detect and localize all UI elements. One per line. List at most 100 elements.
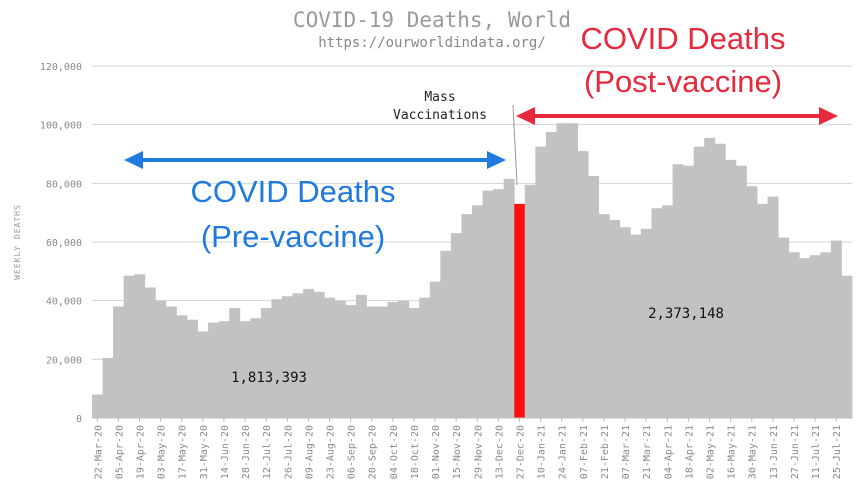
x-tick-label: 27-Jun-21	[790, 425, 801, 479]
pre-vaccine-total: 1,813,393	[231, 370, 307, 386]
post-vaccine-label-line1: COVID Deaths	[580, 21, 785, 56]
x-tick-label: 18-Oct-20	[410, 425, 421, 479]
x-tick-label: 22-Mar-20	[93, 425, 104, 479]
bar	[588, 176, 600, 418]
bar	[113, 306, 125, 418]
y-tick-label: 40,000	[46, 297, 82, 308]
x-tick-label: 21-Feb-21	[600, 425, 611, 479]
bar	[313, 291, 325, 418]
post-vaccine-label-line2: (Post-vaccine)	[584, 64, 782, 99]
bar	[757, 203, 768, 418]
y-tick-label: 60,000	[46, 238, 82, 249]
bar	[260, 308, 272, 418]
x-tick-label: 24-Jan-21	[558, 425, 569, 479]
bar	[303, 288, 315, 418]
y-axis-label: WEEKLY DEATHS	[13, 204, 22, 280]
vaccination-label-line2: Vaccinations	[393, 108, 487, 123]
bar	[334, 300, 346, 418]
x-tick-label: 07-Feb-21	[579, 425, 590, 479]
bar	[545, 132, 557, 418]
bar	[176, 315, 188, 418]
bar	[165, 306, 177, 418]
x-tick-label: 10-Jan-21	[537, 425, 548, 479]
bar	[809, 255, 821, 418]
x-tick-label: 06-Sep-20	[347, 425, 358, 479]
x-tick-label: 14-Jun-20	[220, 425, 231, 479]
post-vaccine-arrow	[516, 107, 838, 125]
bar	[799, 258, 811, 418]
bar	[429, 281, 441, 418]
x-tick-label: 26-Jul-20	[283, 425, 294, 479]
y-tick-label: 120,000	[40, 62, 82, 73]
bar	[704, 137, 716, 418]
bar	[746, 186, 758, 418]
vaccination-pointer-line	[512, 104, 518, 186]
bar	[250, 318, 262, 418]
bar	[419, 297, 431, 418]
bar	[651, 208, 663, 418]
bar	[598, 214, 610, 418]
bar	[735, 165, 747, 418]
bar	[609, 220, 621, 418]
bar	[767, 196, 779, 418]
bar	[482, 190, 494, 418]
y-tick-label: 0	[76, 414, 82, 425]
x-tick-label: 03-May-20	[157, 425, 168, 479]
x-tick-label: 13-Dec-20	[494, 425, 505, 479]
x-tick-label: 04-Apr-21	[663, 425, 674, 479]
x-tick-label: 23-Aug-20	[326, 425, 337, 479]
pre-vaccine-arrow	[124, 151, 506, 169]
x-tick-label: 25-Jul-21	[832, 425, 843, 479]
bar	[556, 123, 568, 418]
bar	[155, 300, 167, 418]
bar	[778, 237, 790, 418]
chart-subtitle: https://ourworldindata.org/	[318, 35, 546, 51]
pre-vaccine-label-line2: (Pre-vaccine)	[201, 219, 385, 254]
bar	[630, 234, 642, 418]
bar	[134, 274, 146, 418]
x-tick-label: 21-Mar-21	[642, 425, 653, 479]
bar	[493, 189, 505, 418]
x-tick-label: 30-May-21	[748, 425, 759, 479]
bar	[218, 321, 230, 418]
chart-title: COVID-19 Deaths, World	[293, 8, 571, 32]
bar	[788, 252, 800, 418]
vaccination-label-line1: Mass	[424, 90, 455, 105]
bar	[461, 214, 473, 418]
bar	[345, 305, 357, 418]
bar	[366, 306, 378, 418]
bar	[672, 164, 684, 418]
bar	[271, 299, 283, 418]
x-tick-label: 04-Oct-20	[389, 425, 400, 479]
y-tick-label: 80,000	[46, 179, 82, 190]
bars	[92, 123, 853, 419]
bar	[662, 205, 673, 418]
x-tick-label: 16-May-21	[727, 425, 738, 479]
bar	[683, 165, 695, 418]
bar	[440, 250, 452, 418]
bar	[208, 322, 220, 418]
x-tick-label: 15-Nov-20	[452, 425, 463, 479]
bar	[841, 275, 853, 418]
pre-vaccine-label-line1: COVID Deaths	[190, 174, 395, 209]
x-tick-label: 28-Jun-20	[241, 425, 252, 479]
x-tick-label: 29-Nov-20	[473, 425, 484, 479]
bar	[292, 293, 304, 418]
bar	[619, 227, 631, 418]
bar	[408, 308, 420, 418]
bar	[387, 302, 399, 418]
y-axis-ticks: 0 20,000 40,000 60,000 80,000 100,000 120,000	[40, 62, 82, 425]
x-tick-label: 05-Apr-20	[114, 425, 125, 479]
bar	[377, 306, 388, 418]
x-tick-label: 20-Sep-20	[368, 425, 379, 479]
x-tick-label: 12-Jul-20	[262, 425, 273, 479]
x-tick-label: 19-Apr-20	[136, 425, 147, 479]
bar	[820, 252, 832, 418]
bar	[144, 287, 156, 418]
bar	[355, 294, 367, 418]
bar	[398, 300, 410, 418]
bar	[282, 296, 293, 418]
bar	[535, 146, 547, 419]
x-tick-label: 11-Jul-21	[811, 425, 822, 479]
